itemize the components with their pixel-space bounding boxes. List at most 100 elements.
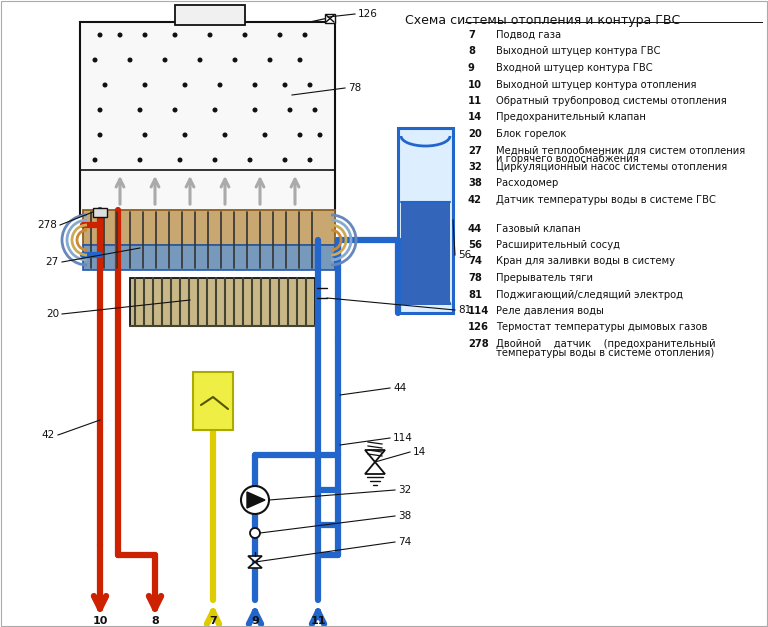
- Text: 42: 42: [41, 430, 55, 440]
- Circle shape: [197, 58, 203, 63]
- Bar: [401, 202, 450, 305]
- Text: 278: 278: [37, 220, 57, 230]
- Circle shape: [137, 107, 143, 112]
- Text: 114: 114: [393, 433, 413, 443]
- Text: Прерыватель тяги: Прерыватель тяги: [496, 273, 593, 283]
- Text: 10: 10: [92, 616, 108, 626]
- Circle shape: [143, 33, 147, 38]
- Text: 78: 78: [348, 83, 361, 93]
- Text: 9: 9: [251, 616, 259, 626]
- Circle shape: [183, 83, 187, 88]
- Text: Датчик температуры воды в системе ГВС: Датчик температуры воды в системе ГВС: [496, 195, 716, 205]
- Text: 10: 10: [468, 80, 482, 90]
- Circle shape: [177, 157, 183, 162]
- Circle shape: [317, 132, 323, 137]
- Circle shape: [297, 132, 303, 137]
- Text: 278: 278: [468, 339, 488, 349]
- Text: Предохранительный клапан: Предохранительный клапан: [496, 112, 646, 122]
- Text: 56: 56: [458, 250, 472, 260]
- Bar: [83, 245, 335, 270]
- Text: 14: 14: [468, 112, 482, 122]
- Circle shape: [173, 33, 177, 38]
- Circle shape: [263, 132, 267, 137]
- Text: 42: 42: [468, 195, 482, 205]
- Bar: [398, 128, 453, 313]
- Bar: [175, 5, 245, 25]
- Circle shape: [250, 528, 260, 538]
- Text: 44: 44: [393, 383, 406, 393]
- Circle shape: [143, 132, 147, 137]
- Text: Расходомер: Расходомер: [496, 179, 558, 189]
- Circle shape: [267, 58, 273, 63]
- Circle shape: [102, 83, 108, 88]
- Text: 78: 78: [468, 273, 482, 283]
- Text: 32: 32: [468, 162, 482, 172]
- Text: 126: 126: [358, 9, 378, 19]
- Text: Подвод газа: Подвод газа: [496, 30, 561, 40]
- Text: Газовый клапан: Газовый клапан: [496, 223, 581, 233]
- Bar: [193, 372, 233, 430]
- Text: 44: 44: [468, 223, 482, 233]
- Text: 32: 32: [398, 485, 411, 495]
- Text: и горячего водоснабжения: и горячего водоснабжения: [496, 154, 639, 164]
- Text: 114: 114: [468, 306, 489, 316]
- Circle shape: [173, 107, 177, 112]
- Text: Циркуляционный насос системы отопления: Циркуляционный насос системы отопления: [496, 162, 727, 172]
- Circle shape: [297, 58, 303, 63]
- Circle shape: [313, 107, 317, 112]
- Text: 14: 14: [413, 447, 426, 457]
- Text: 74: 74: [468, 256, 482, 266]
- Bar: [83, 210, 335, 245]
- Text: 8: 8: [468, 46, 475, 56]
- Circle shape: [118, 33, 123, 38]
- Circle shape: [92, 58, 98, 63]
- Circle shape: [253, 107, 257, 112]
- Circle shape: [307, 83, 313, 88]
- Circle shape: [217, 83, 223, 88]
- Circle shape: [277, 33, 283, 38]
- Circle shape: [98, 107, 102, 112]
- Text: Выходной штуцер контура ГВС: Выходной штуцер контура ГВС: [496, 46, 660, 56]
- Circle shape: [213, 107, 217, 112]
- Circle shape: [247, 157, 253, 162]
- Text: 7: 7: [468, 30, 475, 40]
- Circle shape: [92, 157, 98, 162]
- Polygon shape: [248, 556, 262, 562]
- Text: 81: 81: [468, 290, 482, 300]
- Text: Схема системы отопления и контура ГВС: Схема системы отопления и контура ГВС: [406, 14, 680, 27]
- Bar: [325, 14, 335, 23]
- Text: 7: 7: [209, 616, 217, 626]
- Circle shape: [163, 58, 167, 63]
- Polygon shape: [365, 450, 385, 462]
- Text: 11: 11: [468, 96, 482, 106]
- Text: 56: 56: [468, 240, 482, 250]
- Circle shape: [98, 33, 102, 38]
- Circle shape: [183, 132, 187, 137]
- Text: 8: 8: [151, 616, 159, 626]
- Polygon shape: [248, 562, 262, 568]
- Text: 126: 126: [468, 322, 489, 332]
- Circle shape: [241, 486, 269, 514]
- Circle shape: [283, 83, 287, 88]
- Polygon shape: [365, 462, 385, 474]
- Circle shape: [98, 132, 102, 137]
- Circle shape: [137, 157, 143, 162]
- Text: Двойной    датчик    (предохранительный: Двойной датчик (предохранительный: [496, 339, 716, 349]
- Bar: [130, 278, 315, 326]
- Text: температуры воды в системе отопления): температуры воды в системе отопления): [496, 348, 714, 358]
- Text: Входной штуцер контура ГВС: Входной штуцер контура ГВС: [496, 63, 653, 73]
- Text: 38: 38: [398, 511, 411, 521]
- Text: 38: 38: [468, 179, 482, 189]
- Circle shape: [127, 58, 133, 63]
- Text: 20: 20: [46, 309, 59, 319]
- Text: Медный теплообменник для систем отопления: Медный теплообменник для систем отоплени…: [496, 145, 745, 155]
- Text: Кран для заливки воды в систему: Кран для заливки воды в систему: [496, 256, 675, 266]
- Text: 74: 74: [398, 537, 411, 547]
- Bar: [93, 208, 107, 217]
- Text: 20: 20: [468, 129, 482, 139]
- Text: 9: 9: [468, 63, 475, 73]
- Text: Реле давления воды: Реле давления воды: [496, 306, 604, 316]
- Text: Термостат температуры дымовых газов: Термостат температуры дымовых газов: [496, 322, 707, 332]
- Circle shape: [303, 33, 307, 38]
- Text: Обратный трубопровод системы отопления: Обратный трубопровод системы отопления: [496, 96, 727, 106]
